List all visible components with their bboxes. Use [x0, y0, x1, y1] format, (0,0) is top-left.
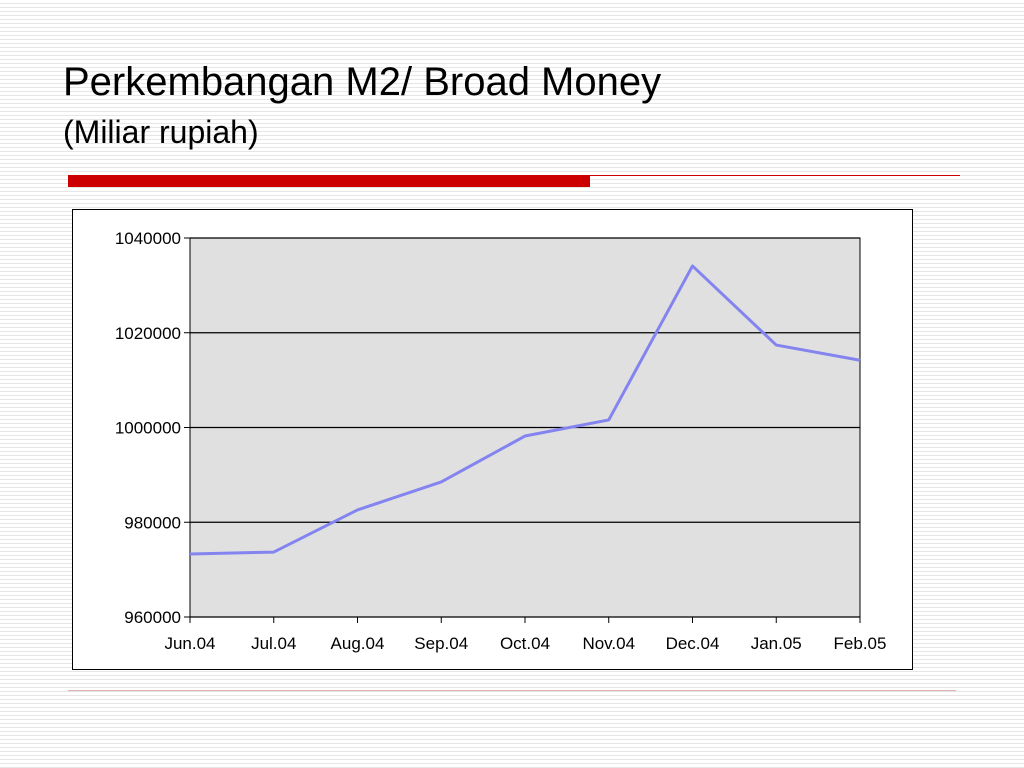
x-tick-label: Jun.04: [164, 634, 215, 653]
y-tick-label: 980000: [124, 513, 181, 532]
y-tick-label: 1020000: [115, 324, 181, 343]
y-tick-label: 1000000: [115, 419, 181, 438]
slide-subtitle: (Miliar rupiah): [63, 114, 259, 150]
x-tick-label: Feb.05: [834, 634, 887, 653]
y-tick-label: 960000: [124, 608, 181, 627]
x-tick-label: Oct.04: [500, 634, 550, 653]
x-tick-label: Nov.04: [582, 634, 635, 653]
x-tick-label: Aug.04: [331, 634, 385, 653]
x-tick-label: Jul.04: [251, 634, 296, 653]
x-tick-label: Dec.04: [666, 634, 720, 653]
y-tick-label: 1040000: [115, 229, 181, 248]
x-tick-label: Jan.05: [751, 634, 802, 653]
data-line: [189, 264, 861, 556]
slide-title: Perkembangan M2/ Broad Money: [63, 60, 661, 104]
accent-bar: [68, 175, 590, 187]
x-tick-label: Sep.04: [414, 634, 468, 653]
